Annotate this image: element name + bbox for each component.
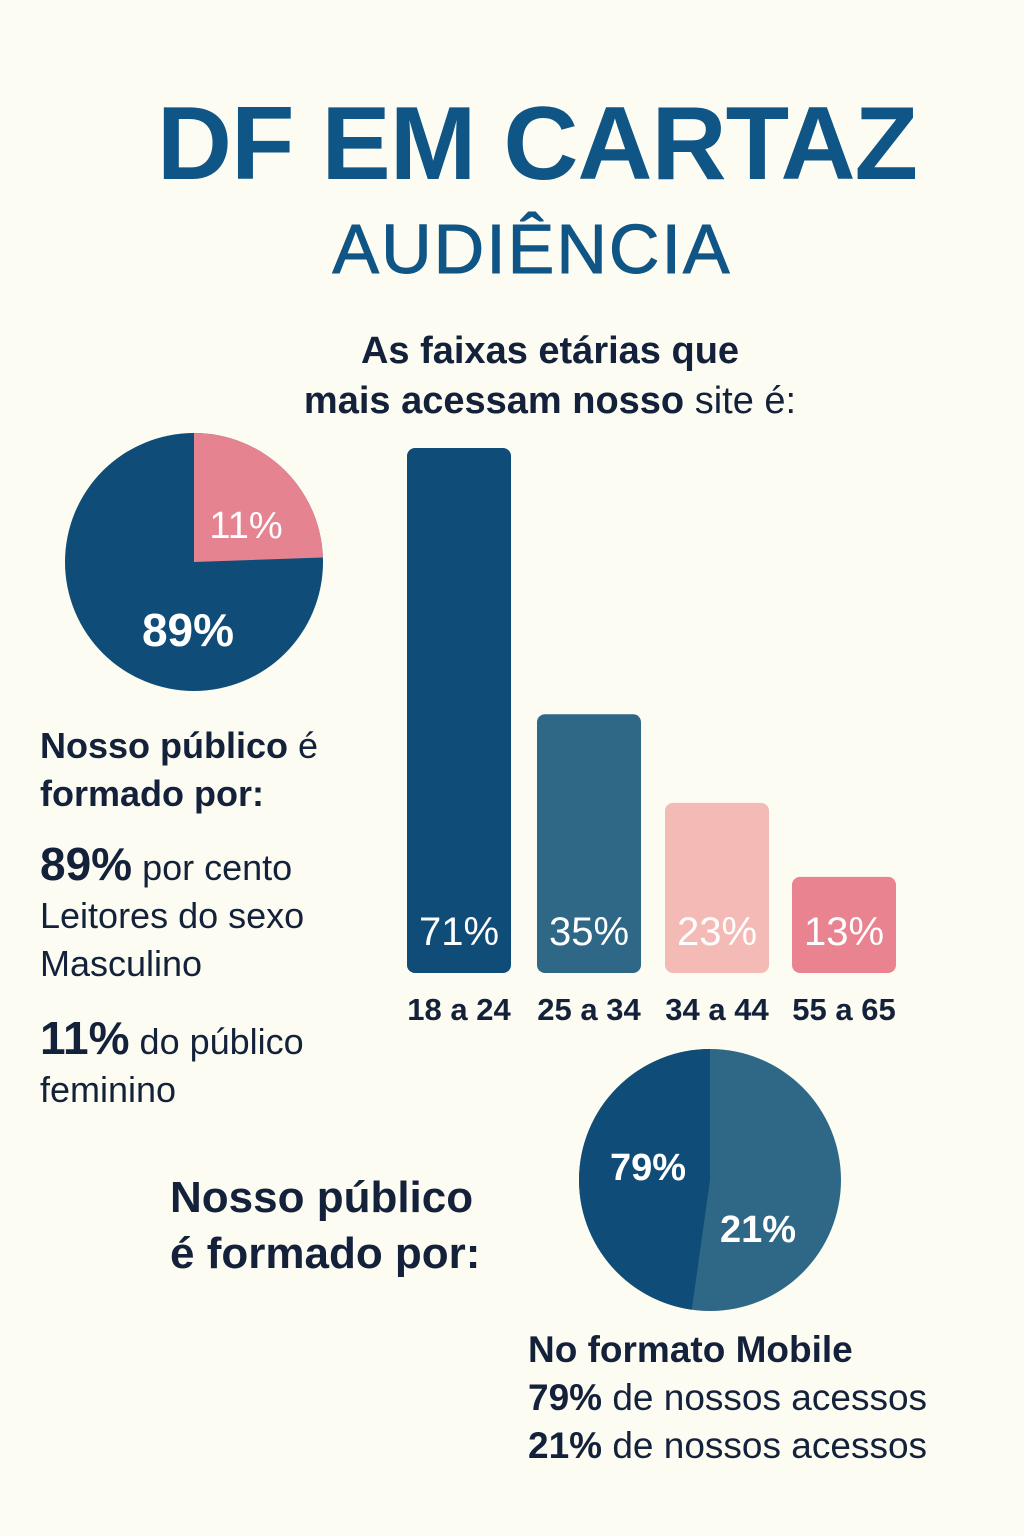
female-stat-text-2: feminino bbox=[40, 1069, 177, 1110]
bar-34-a-44 bbox=[665, 802, 769, 973]
bar-value-label: 23% bbox=[677, 910, 757, 954]
bar-category-label: 25 a 34 bbox=[537, 992, 641, 1027]
male-stat: 89% por cento Leitores do sexo Masculino bbox=[40, 840, 370, 988]
gender-heading-bold-2: formado por: bbox=[40, 773, 264, 814]
device-pie-main-label: 79% bbox=[610, 1147, 686, 1189]
bar-value-label: 35% bbox=[549, 910, 629, 954]
gender-heading-regular: é bbox=[298, 725, 319, 766]
age-heading-line2: mais acessam nosso bbox=[303, 380, 685, 422]
female-stat-text-1: do público bbox=[139, 1021, 304, 1062]
bar-category-label: 18 a 24 bbox=[407, 992, 511, 1027]
device-pie-secondary-label: 21% bbox=[720, 1209, 796, 1251]
male-stat-text-2: Leitores do sexo bbox=[40, 895, 305, 936]
bar-value-label: 71% bbox=[419, 910, 499, 954]
age-heading-end: site é: bbox=[694, 380, 797, 422]
male-stat-text-3: Masculino bbox=[40, 943, 203, 984]
device-caption-text-1: de nossos acessos bbox=[612, 1377, 928, 1418]
bar-18-a-24 bbox=[407, 448, 511, 973]
age-heading-line1: As faixas etárias que bbox=[360, 330, 740, 372]
male-stat-value: 89% bbox=[40, 838, 133, 890]
bar-value-label: 13% bbox=[804, 910, 884, 954]
device-section-heading: Nosso público é formado por: bbox=[170, 1170, 550, 1282]
age-bar-chart: 71% 18 a 24 35% 25 a 34 23% 34 a 44 13% 55 a 65 bbox=[407, 448, 896, 1027]
age-chart-heading: As faixas etárias que mais acessam nosso… bbox=[250, 326, 850, 426]
bar-category-label: 34 a 44 bbox=[665, 992, 769, 1027]
device-pie-main-slice bbox=[579, 1049, 710, 1310]
gender-pie-female-label: 11% bbox=[209, 505, 282, 547]
device-caption-text-2: de nossos acessos bbox=[612, 1425, 928, 1466]
female-stat: 11% do público feminino bbox=[40, 1014, 370, 1114]
device-caption-title: No formato Mobile bbox=[528, 1329, 853, 1370]
bar-25-a-34 bbox=[537, 714, 641, 973]
device-caption-value-1: 79% bbox=[528, 1377, 603, 1418]
bar-55-a-65 bbox=[792, 876, 896, 973]
bar-category-label: 55 a 65 bbox=[792, 992, 895, 1027]
gender-pie-female-slice bbox=[194, 433, 323, 562]
device-pie-chart: 79% 21% bbox=[579, 1049, 841, 1311]
device-caption-value-2: 21% bbox=[528, 1425, 603, 1466]
gender-heading-bold-1: Nosso público bbox=[40, 725, 289, 766]
gender-pie-chart: 11% 89% bbox=[65, 433, 323, 691]
gender-pie-male-label: 89% bbox=[142, 604, 234, 656]
device-heading-line1: Nosso público bbox=[170, 1173, 474, 1222]
gender-section-heading: Nosso público é formado por: bbox=[40, 722, 380, 818]
page-subtitle: AUDIÊNCIA bbox=[332, 210, 732, 288]
device-caption-line2: 21% de nossos acessos bbox=[528, 1422, 1008, 1470]
device-heading-line2: é formado por: bbox=[170, 1229, 481, 1278]
page-title: DF EM CARTAZ bbox=[156, 86, 918, 202]
device-caption: No formato Mobile 79% de nossos acessos … bbox=[528, 1326, 1008, 1470]
male-stat-text-1: por cento bbox=[142, 847, 293, 888]
female-stat-value: 11% bbox=[40, 1012, 130, 1064]
device-caption-line1: 79% de nossos acessos bbox=[528, 1374, 1008, 1422]
